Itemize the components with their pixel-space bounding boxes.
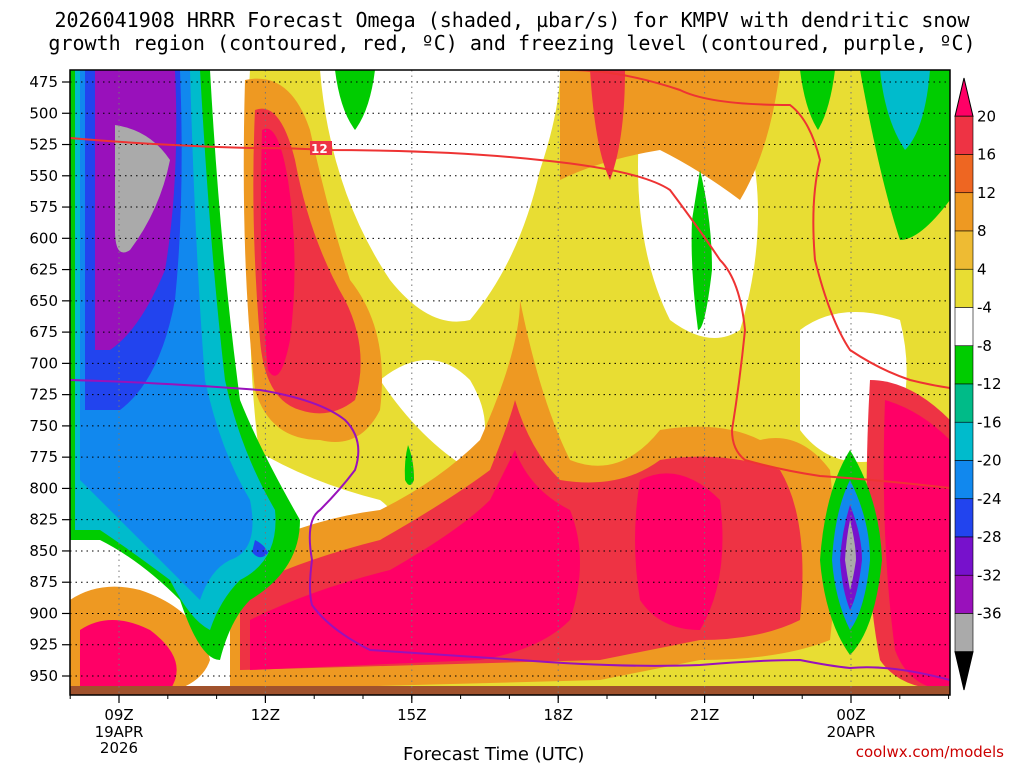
colorbar-swatch [954,421,974,461]
colorbar-swatch [954,77,974,117]
y-tick-label: 525 [29,136,58,154]
colorbar-label: -32 [977,566,1002,584]
colorbar-swatch [954,345,974,385]
y-tick-label: 950 [29,667,58,685]
x-tick-label: 12Z [251,706,280,724]
colorbar-label: 16 [977,146,996,164]
colorbar-swatch [954,460,974,500]
chart-title-line1: 2026041908 HRRR Forecast Omega (shaded, … [54,8,970,32]
omega-region-magenta-right-mid [635,473,723,630]
credit-text: coolwx.com/models [855,743,1004,761]
colorbar-label: -36 [977,605,1002,623]
colorbar-swatch [954,498,974,538]
x-tick-sublabel: 20APR [827,723,876,741]
colorbar-swatch [954,268,974,308]
y-tick-label: 575 [29,198,58,216]
omega-region-green-small [404,445,414,485]
colorbar-swatch [954,192,974,232]
colorbar-swatch [954,383,974,423]
y-tick-label: 750 [29,417,58,435]
colorbar-label: 20 [977,107,996,125]
red-contour-right [569,70,950,389]
freezing-level-contour [70,379,950,681]
colorbar-label: -4 [977,299,992,317]
contour-label-12: 12 [311,142,328,156]
y-tick-label: 475 [29,73,58,91]
omega-region-gray-left [115,125,170,253]
omega-region-magenta-bottom-left [80,620,177,690]
pressure-gridlines [70,81,950,677]
y-tick-label: 500 [29,104,58,122]
colorbar-swatch [954,613,974,653]
x-tick-label: 15Z [397,706,426,724]
chart-title-line2: growth region (contoured, red, ºC) and f… [48,31,976,55]
red-contour-upper [70,137,950,489]
omega-shading [70,70,950,695]
colorbar-swatch [954,536,974,576]
y-tick-label: 850 [29,542,58,560]
y-tick-label: 825 [29,511,58,529]
x-tick-label: 18Z [544,706,573,724]
x-tick-sublabel: 19APR [95,723,144,741]
colorbar-swatch [954,651,974,691]
purple-contours [70,379,950,681]
red-contours: 12 [70,70,950,489]
colorbar: 20 16 12 8 4 -4 -8 -12 -16 -20 -24 -28 -32 -36 [954,77,1002,691]
y-tick-label: 650 [29,292,58,310]
y-tick-label: 725 [29,386,58,404]
plot-frame [69,69,951,696]
omega-region-red-top [590,70,625,180]
omega-region-magenta-lower-band [250,450,580,670]
colorbar-swatch [954,230,974,270]
y-tick-label: 775 [29,448,58,466]
omega-region-green-top [335,70,375,130]
colorbar-label: -24 [977,490,1002,508]
omega-region-white-upper-mid [320,70,560,322]
x-tick-label: 21Z [690,706,719,724]
x-tick-sublabel: 2026 [100,739,138,757]
omega-region-magenta-right-edge [883,400,950,690]
y-axis: 475 500 525 550 575 600 625 650 675 700 725 750 775 8… [29,73,70,685]
colorbar-swatch [954,307,974,347]
omega-region-white-mid [380,360,485,470]
y-tick-label: 625 [29,261,58,279]
colorbar-label: 8 [977,222,987,240]
colorbar-swatch [954,574,974,614]
colorbar-swatch [954,115,974,155]
x-tick-label: 09Z [104,706,133,724]
y-tick-label: 700 [29,354,58,372]
ground-strip [70,686,950,695]
colorbar-label: -28 [977,528,1002,546]
y-tick-label: 600 [29,229,58,247]
colorbar-label: -20 [977,452,1002,470]
y-tick-label: 675 [29,323,58,341]
colorbar-label: -8 [977,337,992,355]
colorbar-label: -16 [977,413,1002,431]
colorbar-swatch [954,154,974,194]
y-tick-label: 875 [29,573,58,591]
x-axis-title: Forecast Time (UTC) [403,744,585,765]
colorbar-label: 4 [977,260,987,278]
omega-region-green-far-right [860,70,950,240]
x-tick-label: 00Z [836,706,865,724]
omega-region-green-upper-right [800,70,835,130]
y-tick-label: 800 [29,479,58,497]
omega-region-green-mid-right [691,170,712,330]
omega-region-cyan-far-right [880,70,930,150]
y-tick-label: 550 [29,167,58,185]
y-tick-label: 900 [29,604,58,622]
y-tick-label: 925 [29,636,58,654]
colorbar-label: -12 [977,375,1002,393]
omega-region-magenta-upper-left [260,128,295,376]
omega-region-blue-small-825 [252,540,268,558]
colorbar-label: 12 [977,184,996,202]
